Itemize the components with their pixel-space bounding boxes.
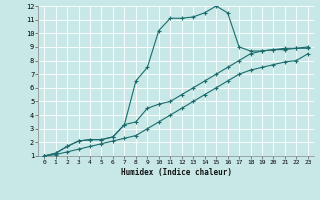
- X-axis label: Humidex (Indice chaleur): Humidex (Indice chaleur): [121, 168, 231, 177]
